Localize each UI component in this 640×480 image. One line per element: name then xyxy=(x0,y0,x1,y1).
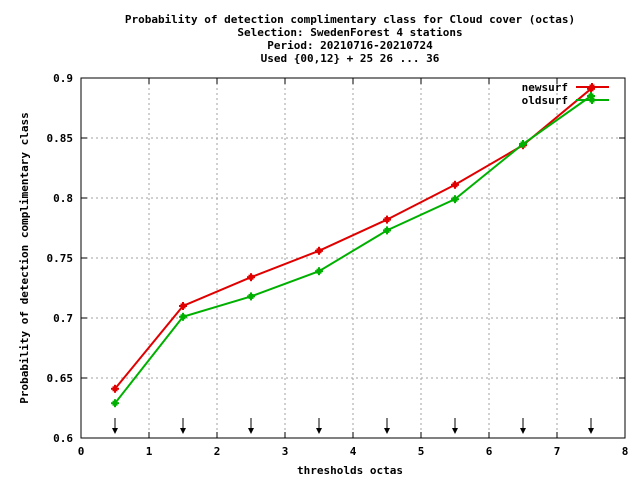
data-point-marker xyxy=(316,248,322,254)
data-point-oldsurf xyxy=(383,226,391,235)
y-axis-label: Probability of detection complimentary c… xyxy=(18,112,31,403)
threshold-arrow-marker xyxy=(588,418,594,434)
data-point-oldsurf xyxy=(179,312,187,321)
data-point-marker xyxy=(180,303,186,309)
chart-title-line-3: Period: 20210716-20210724 xyxy=(267,39,433,52)
threshold-arrow-head xyxy=(588,428,594,434)
data-point-marker xyxy=(384,217,390,223)
data-point-oldsurf xyxy=(519,140,527,148)
threshold-arrow-marker xyxy=(520,418,526,434)
legend-marker-newsurf xyxy=(589,84,595,90)
series-line-newsurf xyxy=(114,88,592,390)
data-point-marker xyxy=(316,268,322,274)
threshold-arrow-marker xyxy=(180,418,186,434)
data-point-marker xyxy=(180,314,186,320)
series-line-oldsurf xyxy=(114,95,592,404)
threshold-arrow-head xyxy=(384,428,390,434)
data-point-oldsurf xyxy=(111,399,119,408)
y-tick-labels: 0.6 0.65 0.7 0.75 0.8 0.85 0.9 xyxy=(47,72,74,445)
x-tick-label: 6 xyxy=(486,445,493,458)
data-point-marker xyxy=(112,386,118,392)
x-tick-label: 1 xyxy=(146,445,153,458)
legend-label-newsurf: newsurf xyxy=(522,81,568,94)
threshold-arrow-head xyxy=(180,428,186,434)
x-tick-label: 4 xyxy=(350,445,357,458)
threshold-arrow-head xyxy=(316,428,322,434)
data-point-marker xyxy=(520,141,526,147)
y-tick-label: 0.6 xyxy=(53,432,73,445)
x-tick-labels: 0 1 2 3 4 5 6 7 8 xyxy=(78,445,629,458)
data-point-oldsurf xyxy=(247,292,255,301)
x-tick-label: 2 xyxy=(214,445,221,458)
threshold-arrow-marker xyxy=(316,418,322,434)
data-point-newsurf xyxy=(179,302,187,310)
threshold-arrow-marker xyxy=(248,418,254,434)
chart-title-line-4: Used {00,12} + 25 26 ... 36 xyxy=(261,52,440,65)
data-point-newsurf xyxy=(451,180,459,189)
threshold-arrow-head xyxy=(452,428,458,434)
grid-lines xyxy=(81,78,625,438)
x-tick-label: 0 xyxy=(78,445,85,458)
legend: newsurf oldsurf xyxy=(522,81,609,107)
data-point-marker xyxy=(248,293,254,299)
y-tick-label: 0.65 xyxy=(47,372,74,385)
legend-marker-oldsurf xyxy=(589,97,595,103)
data-point-newsurf xyxy=(383,215,391,224)
data-point-marker xyxy=(452,196,458,202)
threshold-arrow-marker xyxy=(384,418,390,434)
threshold-arrow-marker xyxy=(112,418,118,434)
x-tick-label: 3 xyxy=(282,445,289,458)
data-point-newsurf xyxy=(247,273,255,282)
data-point-oldsurf xyxy=(315,267,323,276)
threshold-arrow-head xyxy=(112,428,118,434)
legend-label-oldsurf: oldsurf xyxy=(522,94,568,107)
y-tick-label: 0.75 xyxy=(47,252,74,265)
data-series xyxy=(111,84,595,408)
threshold-arrow-head xyxy=(248,428,254,434)
y-tick-label: 0.9 xyxy=(53,72,73,85)
data-point-newsurf xyxy=(111,384,119,393)
data-point-marker xyxy=(248,274,254,280)
y-tick-label: 0.7 xyxy=(53,312,73,325)
y-tick-label: 0.8 xyxy=(53,192,73,205)
x-tick-label: 5 xyxy=(418,445,425,458)
data-point-oldsurf xyxy=(451,195,459,204)
y-tick-label: 0.85 xyxy=(47,132,74,145)
threshold-markers xyxy=(112,418,594,434)
threshold-arrow-head xyxy=(520,428,526,434)
data-point-marker xyxy=(112,400,118,406)
plot-frame xyxy=(80,77,626,439)
series-oldsurf xyxy=(111,92,595,408)
x-tick-label: 7 xyxy=(554,445,561,458)
threshold-arrow-marker xyxy=(452,418,458,434)
chart-title-line-2: Selection: SwedenForest 4 stations xyxy=(237,26,462,39)
data-point-marker xyxy=(452,182,458,188)
x-axis-label: thresholds octas xyxy=(297,464,403,477)
data-point-newsurf xyxy=(315,246,323,255)
chart-title-line-1: Probability of detection complimentary c… xyxy=(125,13,575,26)
x-tick-label: 8 xyxy=(622,445,629,458)
data-point-marker xyxy=(384,227,390,233)
